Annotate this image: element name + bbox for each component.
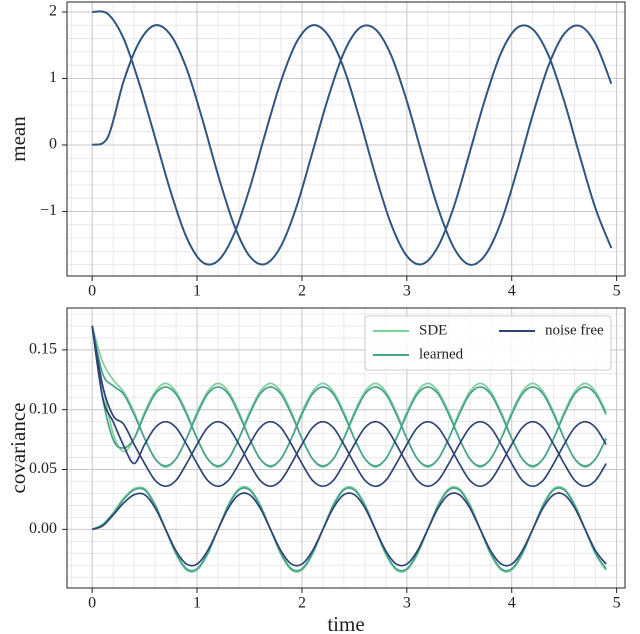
y-tick-label: 0.15 xyxy=(29,341,57,358)
plot-frame xyxy=(66,307,626,589)
legend-box xyxy=(364,315,612,371)
series-line xyxy=(91,325,607,467)
y-tick-label: 0.00 xyxy=(29,520,57,537)
x-tick-label: 3 xyxy=(403,283,411,300)
x-tick-label: 4 xyxy=(508,595,516,612)
y-tick-label: 2 xyxy=(49,3,57,20)
x-tick-label: 0 xyxy=(88,283,96,300)
x-tick-label: 5 xyxy=(613,283,621,300)
legend-label: noise free xyxy=(545,322,604,338)
plot: 0 1 2 3 4 5 0.00 0.05 0.10 0.15 covariance time xyxy=(6,307,626,634)
x-tick-label: 2 xyxy=(298,595,306,612)
series-line xyxy=(91,487,607,572)
legend: SDE learned noise free xyxy=(364,315,612,371)
x-tick-label: 5 xyxy=(613,595,621,612)
series-line xyxy=(91,325,607,467)
series-line xyxy=(92,10,613,266)
y-tick-label: 1 xyxy=(49,69,57,86)
series-line xyxy=(91,325,607,488)
x-tick-label: 2 xyxy=(298,283,306,300)
x-tick-label: 3 xyxy=(403,595,411,612)
y-tick-label: 0.10 xyxy=(29,400,57,417)
y-tick-label: 0 xyxy=(49,136,57,153)
y-tick-label: −1 xyxy=(40,202,57,219)
plot-frame xyxy=(66,1,626,277)
y-tick-label: 0.05 xyxy=(29,460,57,477)
series-line xyxy=(91,492,607,567)
x-tick-label: 0 xyxy=(88,595,96,612)
x-tick-label: 1 xyxy=(193,283,201,300)
x-tick-label: 4 xyxy=(508,283,516,300)
plot: 0 1 2 3 4 5 −1 0 1 2 mean xyxy=(6,1,626,300)
x-tick-label: 1 xyxy=(193,595,201,612)
y-axis-label: covariance xyxy=(6,403,30,494)
y-axis-label: mean xyxy=(6,116,30,162)
series-line xyxy=(91,24,613,266)
x-axis-label: time xyxy=(327,612,364,634)
series-line xyxy=(91,325,607,488)
legend-label: SDE xyxy=(419,322,447,338)
legend-label: learned xyxy=(419,346,464,362)
